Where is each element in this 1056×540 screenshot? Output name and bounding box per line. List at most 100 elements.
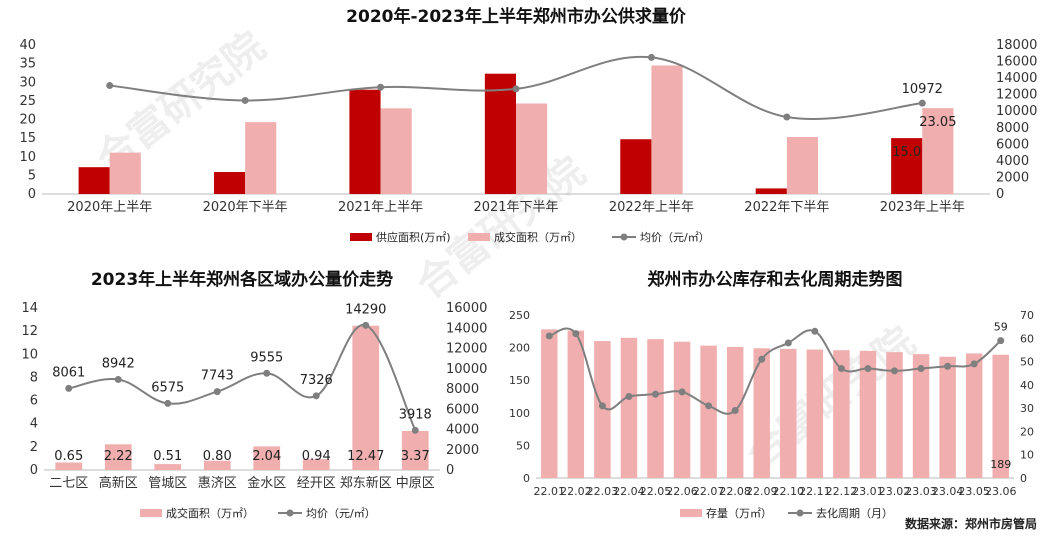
y-left-tick-label: 0	[28, 187, 36, 202]
bar-f0aeae	[647, 339, 664, 478]
x-tick-label: 高新区	[99, 475, 138, 491]
y-right-tick-label: 70	[1020, 309, 1034, 322]
x-tick-label: 23.05	[958, 485, 990, 498]
line-data-label: 7743	[201, 369, 234, 384]
y-right-tick-label: 18000	[996, 38, 1037, 53]
y-right-tick-label: 6000	[446, 402, 479, 417]
x-tick-label: 23.01	[852, 485, 884, 498]
bar-f0aeae	[992, 354, 1009, 478]
y-right-tick-label: 2000	[446, 443, 479, 458]
y-left-tick-label: 250	[509, 309, 530, 322]
line-point	[411, 426, 419, 434]
x-tick-label: 23.03	[905, 485, 937, 498]
data-label: 15.0	[892, 145, 921, 160]
series-line	[548, 327, 1002, 415]
y-right-tick-label: 14000	[996, 71, 1037, 86]
line-point	[114, 375, 122, 383]
legend-label: 均价（元/㎡）	[640, 231, 710, 244]
data-label: 10972	[902, 82, 943, 97]
bar-c00000	[213, 172, 246, 194]
line-point	[758, 355, 766, 363]
y-left-tick-label: 20	[19, 113, 36, 128]
bar-f0aeae	[109, 152, 141, 194]
bar-f0aeae	[912, 354, 930, 478]
inventory-chart: 郑州市办公库存和去化周期走势图 0 50 100 150 200 250 0 10 20 30 40 5…	[509, 269, 1034, 520]
y-right-tick-label: 16000	[446, 301, 487, 316]
bar-f0aeae	[859, 350, 877, 478]
y-left-tick-label: 200	[509, 342, 530, 355]
line-point	[837, 365, 845, 373]
line-data-label: 14290	[345, 302, 386, 317]
line-point	[362, 321, 370, 329]
bar-f0aeae	[203, 460, 231, 470]
x-tick-label: 22.02	[560, 485, 592, 498]
bar-data-label: 12.47	[347, 449, 384, 464]
x-tick-label: 22.10	[773, 485, 805, 498]
district-chart: 2023年上半年郑州各区域办公量价走势 0 2 4 6 8 10 12 14 0 2000 4000 6…	[21, 269, 487, 520]
line-point	[944, 362, 952, 370]
bar-c00000	[755, 188, 787, 194]
bar-c00000	[78, 167, 110, 194]
y-left-tick-label: 4	[30, 417, 38, 432]
y-left-tick-label: 150	[509, 374, 530, 387]
line-point	[997, 337, 1005, 345]
line-point	[545, 332, 553, 340]
y-left-tick-label: 100	[509, 407, 530, 420]
x-tick-label: 郑东新区	[340, 475, 392, 491]
line-data-label: 6575	[151, 380, 184, 395]
bar-data-label: 0.65	[54, 449, 83, 464]
y-right-tick-label: 10000	[996, 104, 1037, 119]
x-tick-label: 23.06	[985, 485, 1017, 498]
line-point	[970, 360, 978, 368]
bar-c00000	[349, 89, 381, 194]
bar-f0aeae	[939, 356, 956, 478]
x-tick-label: 22.07	[693, 485, 725, 498]
y-left-tick-label: 8	[30, 370, 38, 385]
legend-marker	[286, 509, 294, 517]
x-tick-label: 2022年下半年	[744, 200, 829, 215]
x-tick-label: 23.04	[932, 485, 964, 498]
y-left-tick-label: 6	[30, 394, 38, 409]
y-left-tick-label: 15	[19, 131, 36, 146]
line-point	[731, 406, 739, 414]
y-left-tick-label: 50	[516, 439, 530, 452]
y-right-tick-label: 0	[446, 463, 454, 478]
x-tick-label: 中原区	[396, 476, 435, 491]
y-right-tick-label: 0	[1020, 472, 1027, 485]
y-right-tick-label: 4000	[996, 154, 1029, 169]
x-tick-label: 22.11	[799, 485, 831, 498]
y-left-tick-label: 10	[21, 347, 38, 362]
x-tick-label: 22.05	[640, 485, 672, 498]
y-left-tick-label: 14	[21, 301, 38, 316]
legend-label: 均价（元/㎡）	[306, 507, 376, 520]
x-tick-label: 金水区	[247, 475, 286, 491]
top-supply-demand-chart: 2020年-2023年上半年郑州市办公供求量价05101520253035400…	[19, 6, 1037, 244]
bar-f0aeae	[806, 349, 824, 478]
y-left-tick-label: 40	[19, 38, 36, 53]
bar-c00000	[484, 73, 516, 194]
bar-f0aeae	[965, 353, 983, 478]
y-left-tick-label: 25	[19, 94, 36, 109]
y-right-tick-label: 8000	[996, 121, 1029, 136]
legend-label: 成交面积（万㎡）	[494, 230, 582, 244]
legend-label: 供应面积(万㎡)	[376, 230, 451, 244]
data-label: 23.05	[919, 115, 956, 130]
bar-f0aeae	[620, 337, 638, 478]
x-tick-label: 22.03	[587, 485, 619, 498]
y-right-tick-label: 10000	[446, 362, 487, 377]
line-data-label: 9555	[250, 350, 283, 365]
bar-data-label: 0.80	[203, 449, 232, 464]
bar-f0aeae	[651, 65, 683, 194]
line-point	[65, 384, 73, 392]
bar-f0aeae	[245, 122, 277, 194]
line-point	[918, 99, 926, 107]
bar-f0aeae	[154, 464, 182, 470]
bar-f0aeae	[780, 348, 797, 478]
bar-f0aeae	[352, 325, 380, 470]
bar-f0aeae	[541, 329, 558, 478]
y-right-tick-label: 8000	[446, 382, 479, 397]
bar-f0aeae	[567, 330, 585, 478]
x-tick-label: 经开区	[297, 476, 336, 491]
x-tick-label: 2021年下半年	[473, 200, 558, 215]
